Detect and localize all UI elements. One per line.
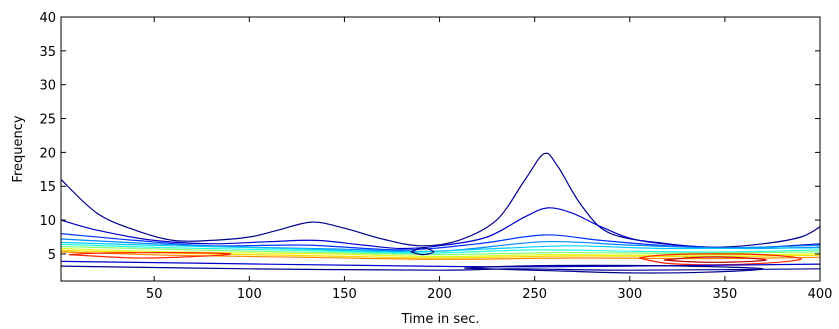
- y-tick-label: 25: [39, 113, 56, 128]
- contour-line: [61, 245, 820, 256]
- y-tick-label: 10: [39, 214, 56, 229]
- x-tick-label: 100: [237, 287, 262, 302]
- x-tick-label: 300: [617, 287, 642, 302]
- contour-line: [639, 253, 802, 266]
- contour-line: [61, 241, 820, 253]
- y-tick-label: 30: [39, 79, 56, 94]
- x-tick-label: 250: [522, 287, 547, 302]
- x-axis-ticks: 50 100 150 200 250 300 350 400: [146, 17, 832, 302]
- x-tick-label: 350: [712, 287, 737, 302]
- y-tick-label: 35: [39, 45, 56, 60]
- contour-line: [68, 251, 231, 259]
- x-tick-label: 50: [146, 287, 163, 302]
- x-tick-label: 150: [332, 287, 357, 302]
- plot-background: [61, 17, 820, 281]
- y-tick-label: 40: [39, 11, 56, 26]
- contour-line: [663, 256, 768, 263]
- contour-line: [61, 251, 820, 260]
- y-axis-ticks: 5 10 15 20 25 30 35 40: [39, 11, 820, 263]
- contour-line: [61, 265, 820, 271]
- contour-line: [61, 207, 820, 250]
- y-tick-label: 5: [48, 248, 56, 263]
- y-tick-label: 20: [39, 146, 56, 161]
- x-tick-label: 200: [427, 287, 452, 302]
- contour-lines: [61, 152, 820, 274]
- x-axis-label: Time in sec.: [401, 312, 480, 327]
- contour-line: [61, 243, 820, 254]
- contour-line: [410, 247, 435, 256]
- contour-line: [61, 247, 820, 258]
- x-tick-label: 400: [808, 287, 833, 302]
- y-axis-label: Frequency: [11, 115, 26, 182]
- contour-line: [464, 264, 764, 274]
- plot-frame: [60, 16, 821, 282]
- y-tick-label: 15: [39, 180, 56, 195]
